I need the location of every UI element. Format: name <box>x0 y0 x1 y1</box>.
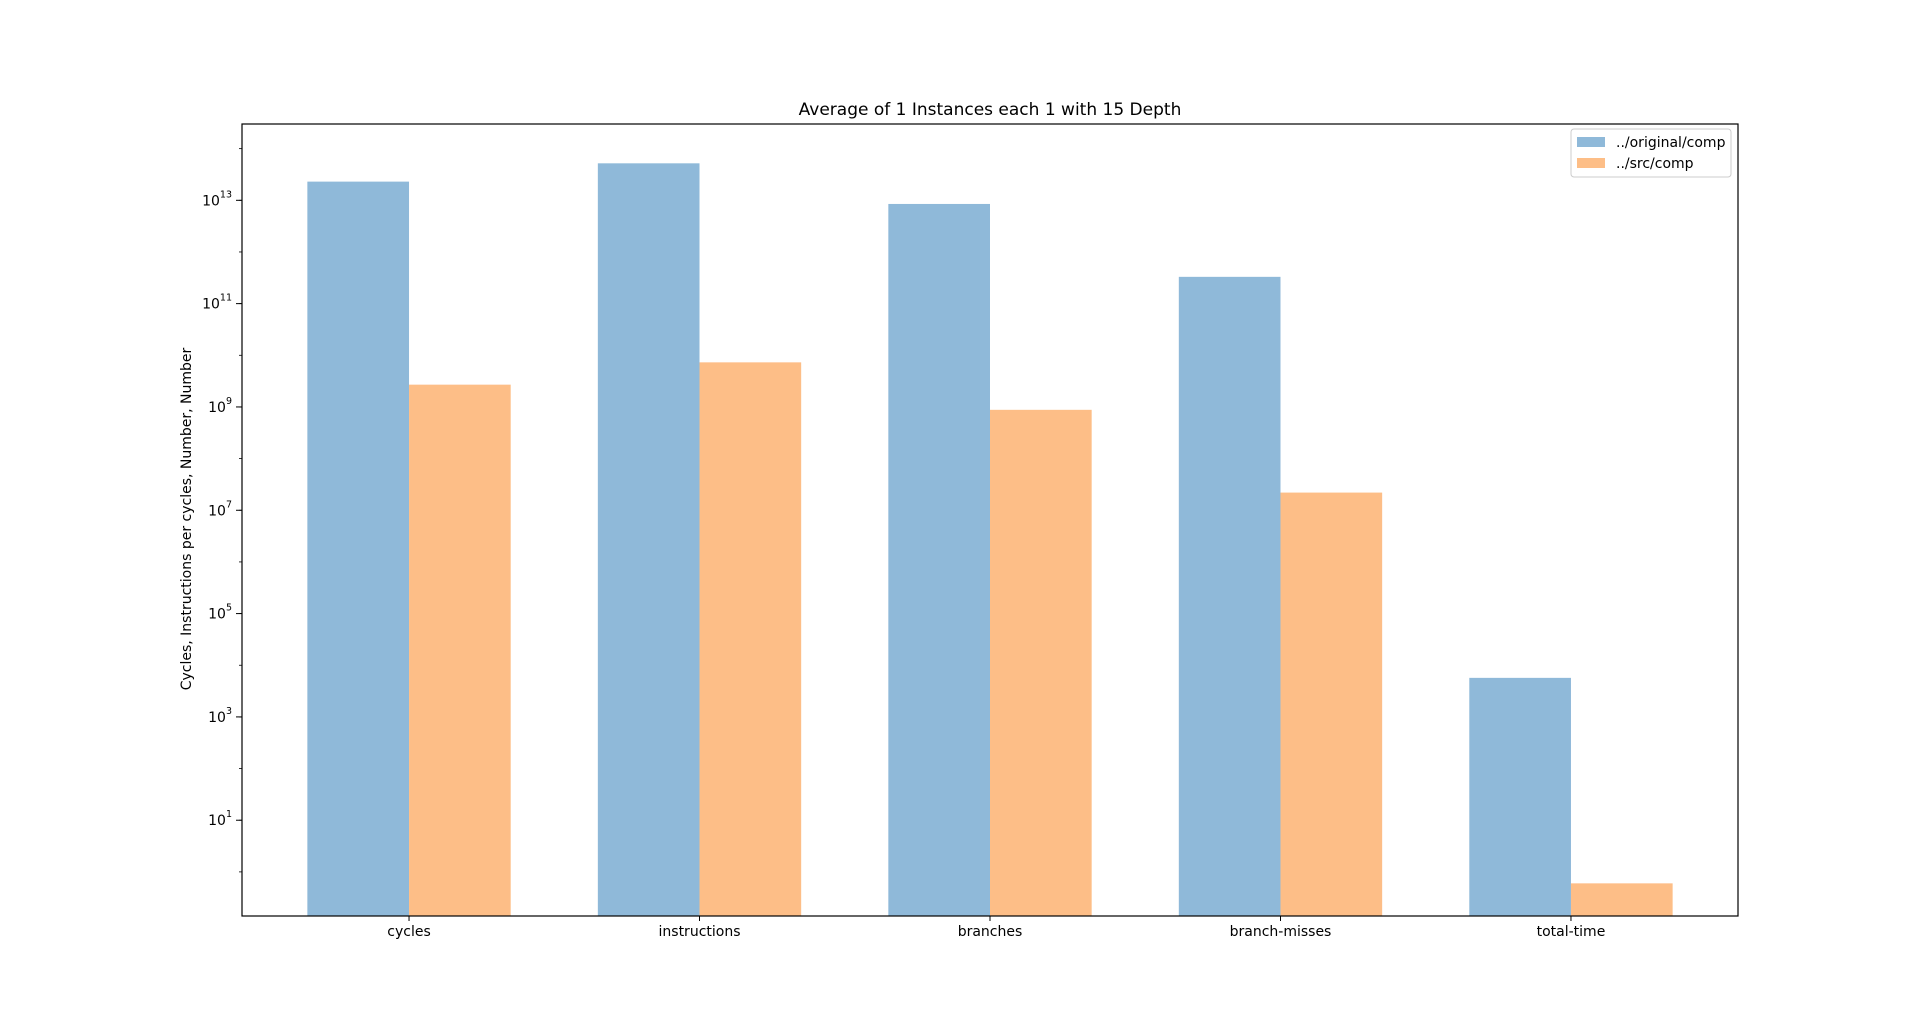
x-tick-label: cycles <box>387 924 430 940</box>
chart-title: Average of 1 Instances each 1 with 15 De… <box>799 100 1182 120</box>
legend: ../original/comp ../src/comp <box>1570 128 1732 178</box>
bar-cycles-series-2 <box>409 384 511 916</box>
bar-total-time-series-2 <box>1570 883 1673 916</box>
bars-layer <box>307 163 1673 917</box>
x-tick-label: branches <box>958 924 1023 940</box>
legend-label-series-1: ../original/comp <box>1616 135 1726 151</box>
x-tick-label: instructions <box>659 924 741 940</box>
y-tick-label: 1013 <box>202 189 232 209</box>
x-axis-ticks: cycles instructions branches branch-misses t… <box>387 916 1605 940</box>
y-tick-label: 101 <box>208 809 232 829</box>
bar-branch-misses-series-2 <box>1280 492 1383 916</box>
bar-cycles-series-1 <box>307 181 410 916</box>
y-tick-label: 105 <box>208 603 232 623</box>
x-tick-label: branch-misses <box>1230 924 1332 940</box>
y-tick-label: 103 <box>208 706 232 726</box>
bar-instructions-series-1 <box>597 163 700 916</box>
y-axis-ticks: 101 103 105 107 109 1011 1013 <box>202 148 242 873</box>
y-tick-label: 107 <box>208 499 232 519</box>
y-tick-label: 1011 <box>202 293 232 313</box>
legend-label-series-2: ../src/comp <box>1616 156 1694 172</box>
bar-branches-series-1 <box>888 203 990 916</box>
plot-frame <box>241 123 1739 917</box>
y-axis-label: Cycles, Instructions per cycles, Number,… <box>179 347 195 690</box>
bar-branch-misses-series-1 <box>1178 276 1281 917</box>
y-tick-label: 109 <box>208 396 232 416</box>
bar-branches-series-2 <box>990 409 1092 916</box>
legend-box <box>1570 128 1732 178</box>
legend-swatch-series-1 <box>1577 137 1605 147</box>
bar-total-time-series-1 <box>1469 677 1571 916</box>
bar-instructions-series-2 <box>699 362 802 917</box>
x-tick-label: total-time <box>1537 924 1606 940</box>
legend-swatch-series-2 <box>1577 158 1605 168</box>
